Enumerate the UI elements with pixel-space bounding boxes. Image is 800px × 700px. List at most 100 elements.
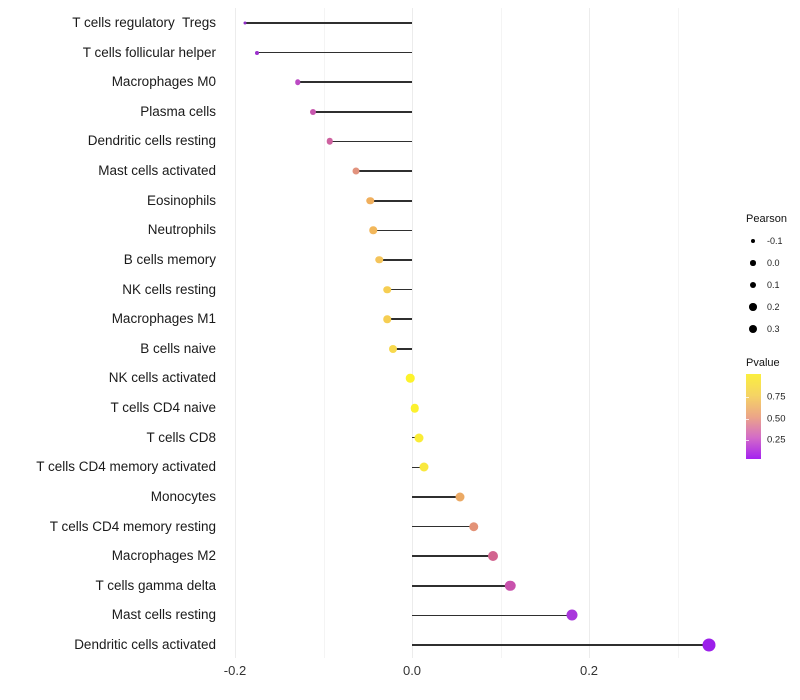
lollipop-dot [487, 551, 498, 562]
category-label: Mast cells resting [111, 607, 216, 623]
legend-dot-box [744, 324, 762, 334]
lollipop-dot [375, 256, 383, 264]
lollipop-dot [410, 403, 419, 413]
lollipop-stem [412, 555, 493, 557]
pvalue-tick-mark [746, 419, 749, 421]
legend-size-label: 0.2 [767, 302, 780, 312]
major-gridline [235, 8, 236, 658]
category-label: Eosinophils [146, 192, 216, 208]
category-label: T cells CD4 naive [110, 400, 216, 416]
lollipop-stem [244, 22, 412, 24]
category-label: Plasma cells [140, 103, 216, 119]
lollipop-stem [373, 229, 412, 232]
legend-size-label: -0.1 [767, 236, 783, 246]
pvalue-tick-label: 0.50 [767, 413, 786, 425]
category-label: Macrophages M0 [111, 74, 216, 90]
lollipop-stem [297, 81, 412, 84]
minor-gridline [323, 8, 325, 658]
legend-dot-box [744, 281, 762, 289]
pvalue-tick-label: 0.25 [767, 434, 786, 446]
lollipop-stem [412, 466, 425, 469]
category-label: Dendritic cells resting [87, 133, 216, 149]
lollipop-stem [412, 614, 573, 617]
lollipop-dot [414, 433, 424, 443]
category-label: B cells naive [140, 340, 216, 356]
lollipop-stem [412, 496, 460, 498]
lollipop-dot [383, 315, 391, 323]
lollipop-dot [566, 609, 578, 621]
lollipop-dot [388, 344, 397, 353]
pearson-legend-item: 0.3 [744, 318, 800, 340]
lollipop-dot [383, 285, 391, 294]
lollipop-dot [309, 108, 316, 115]
category-label: Monocytes [150, 488, 216, 504]
legend-size-dot [750, 238, 756, 244]
lollipop-dot [326, 138, 333, 145]
category-label: Neutrophils [147, 222, 216, 238]
x-axis-tick-label: 0.0 [402, 663, 422, 678]
legend-dot-box [744, 260, 762, 266]
lollipop-stem [387, 318, 412, 320]
legend-size-label: 0.0 [767, 258, 780, 268]
lollipop-stem [379, 259, 412, 261]
x-axis-tick-label: -0.2 [223, 663, 247, 678]
legend-size-label: 0.3 [767, 324, 780, 334]
lollipop-dot [469, 521, 479, 532]
category-label: T cells CD4 memory activated [36, 459, 216, 475]
legend: Pearson -0.1 0.0 0.1 0.2 0.3 Pvalue 0.75 0.50… [744, 213, 800, 459]
legend-dot-box [744, 303, 762, 311]
legend-size-dot [749, 303, 757, 311]
pvalue-gradient-bar: 0.75 0.50 0.25 [746, 374, 786, 459]
pearson-legend-title: Pearson [746, 213, 787, 225]
lollipop-dot [702, 638, 716, 652]
lollipop-stem [412, 644, 710, 646]
legend-size-dot [749, 281, 757, 289]
lollipop-stem [387, 288, 412, 291]
category-label: T cells follicular helper [82, 44, 216, 60]
pearson-legend-item: 0.1 [744, 274, 800, 296]
legend-size-dot [750, 260, 756, 266]
pvalue-legend: Pvalue 0.75 0.50 0.25 [744, 357, 800, 459]
category-label: T cells CD8 [146, 429, 216, 445]
major-gridline [412, 8, 413, 658]
legend-size-dot [748, 324, 758, 334]
legend-dot-box [744, 238, 762, 244]
major-gridline [589, 8, 590, 658]
pearson-size-legend: -0.1 0.0 0.1 0.2 0.3 [744, 230, 800, 340]
category-label: Mast cells activated [98, 163, 216, 179]
category-label: NK cells resting [122, 281, 216, 297]
minor-gridline [677, 8, 679, 658]
pvalue-tick-label: 0.75 [767, 391, 786, 403]
category-label: T cells gamma delta [95, 577, 216, 593]
lollipop-dot [366, 196, 375, 205]
lollipop-stem [412, 525, 474, 528]
lollipop-stem [412, 584, 511, 587]
pvalue-tick-mark [746, 396, 749, 398]
lollipop-stem [392, 348, 412, 350]
pearson-legend-item: 0.0 [744, 252, 800, 274]
category-label: T cells CD4 memory resting [49, 518, 216, 534]
category-label: B cells memory [123, 251, 216, 267]
lollipop-dot [369, 226, 377, 235]
pvalue-tick-mark [746, 440, 749, 442]
pearson-legend-item: -0.1 [744, 230, 800, 252]
legend-size-label: 0.1 [767, 280, 780, 290]
lollipop-stem [370, 199, 412, 202]
lollipop-dot [504, 580, 516, 592]
lollipop-dot [419, 462, 429, 472]
lollipop-dot [405, 374, 415, 383]
lollipop-stem [356, 170, 412, 172]
category-label: Dendritic cells activated [74, 637, 216, 653]
category-label: NK cells activated [108, 370, 216, 386]
lollipop-dot [295, 79, 301, 85]
lollipop-stem [329, 140, 412, 143]
minor-gridline [500, 8, 502, 658]
lollipop-dot [243, 21, 247, 25]
lollipop-stem [257, 51, 412, 54]
category-label: T cells regulatory Tregs [72, 15, 216, 30]
lollipop-dot [352, 167, 360, 175]
x-axis-tick-label: 0.2 [579, 663, 599, 678]
lollipop-stem [312, 111, 412, 113]
lollipop-dot [455, 492, 465, 502]
